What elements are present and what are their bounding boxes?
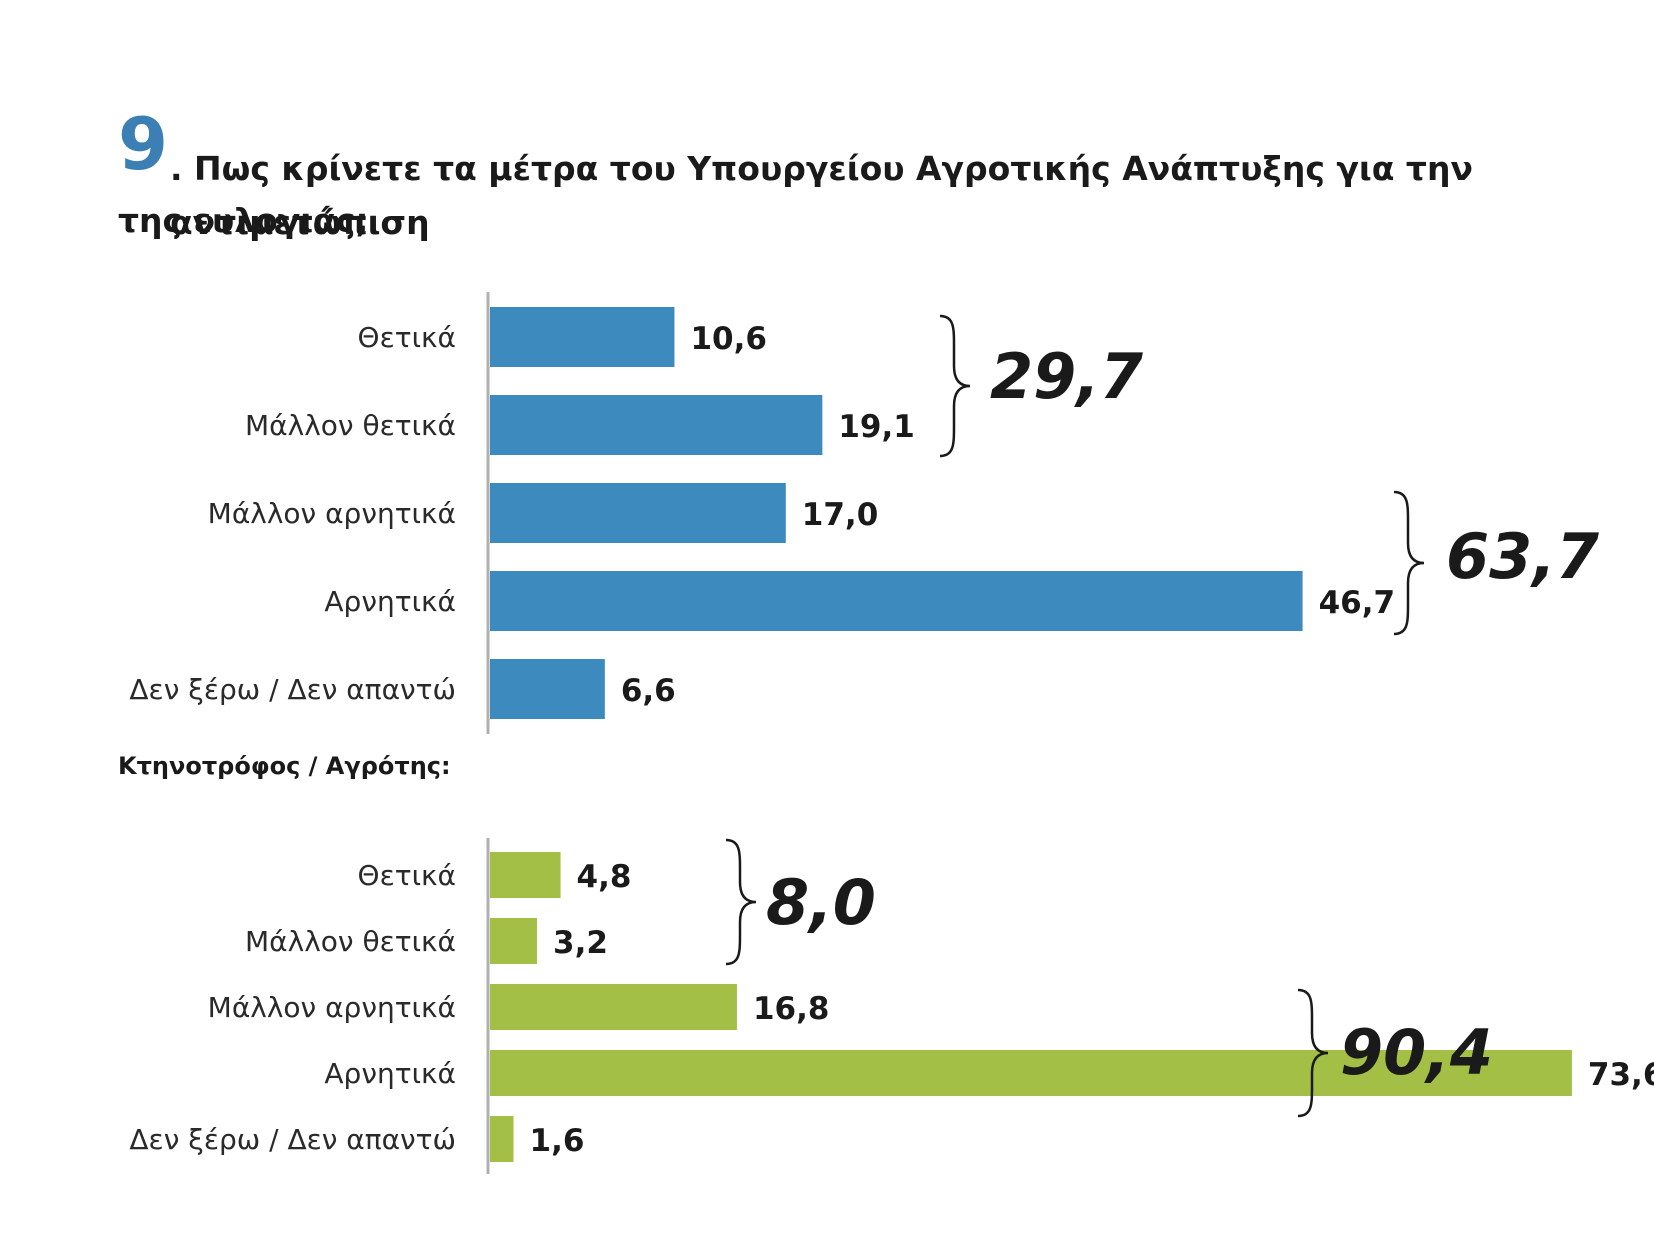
- bar: [490, 1116, 514, 1162]
- group-brace: [939, 314, 971, 458]
- group-total-label: 29,7: [990, 340, 1144, 413]
- bar: [490, 483, 786, 543]
- group-total-label: 90,4: [1340, 1016, 1493, 1089]
- category-label: Μάλλον αρνητικά: [208, 991, 456, 1024]
- bar: [490, 571, 1303, 631]
- category-label: Μάλλον θετικά: [245, 925, 456, 958]
- bar: [490, 984, 737, 1030]
- group-brace: [1393, 490, 1425, 636]
- group-brace: [1297, 988, 1329, 1118]
- category-label: Αρνητικά: [324, 1057, 456, 1090]
- category-label: Θετικά: [358, 859, 456, 892]
- category-label: Δεν ξέρω / Δεν απαντώ: [129, 1123, 456, 1156]
- category-label: Θετικά: [358, 321, 456, 354]
- data-label: 17,0: [802, 497, 879, 533]
- group-total-label: 63,7: [1446, 520, 1600, 593]
- category-label: Μάλλον θετικά: [245, 409, 456, 442]
- question-text: . Πως κρίνετε τα μέτρα του Υπουργείου Αγ…: [170, 149, 1473, 242]
- category-label: Δεν ξέρω / Δεν απαντώ: [129, 673, 456, 706]
- bar: [490, 918, 538, 964]
- data-label: 3,2: [553, 925, 608, 961]
- data-label: 19,1: [838, 409, 915, 445]
- bar: [490, 395, 823, 455]
- question-text-continued: της ευλογιάς;: [118, 201, 369, 240]
- question-number: 9: [118, 102, 169, 186]
- data-label: 6,6: [621, 673, 676, 709]
- data-label: 4,8: [577, 859, 632, 895]
- data-label: 16,8: [753, 991, 830, 1027]
- bar: [490, 852, 561, 898]
- data-label: 73,6: [1588, 1057, 1654, 1093]
- data-label: 10,6: [690, 321, 767, 357]
- category-label: Αρνητικά: [324, 585, 456, 618]
- group-brace: [725, 838, 757, 966]
- group-total-label: 8,0: [766, 866, 876, 939]
- data-label: 46,7: [1319, 585, 1396, 621]
- bar: [490, 307, 675, 367]
- category-label: Μάλλον αρνητικά: [208, 497, 456, 530]
- data-label: 1,6: [530, 1123, 585, 1159]
- bar: [490, 1050, 1572, 1096]
- bar: [490, 659, 605, 719]
- subgroup-title: Κτηνοτρόφος / Αγρότης:: [118, 752, 451, 780]
